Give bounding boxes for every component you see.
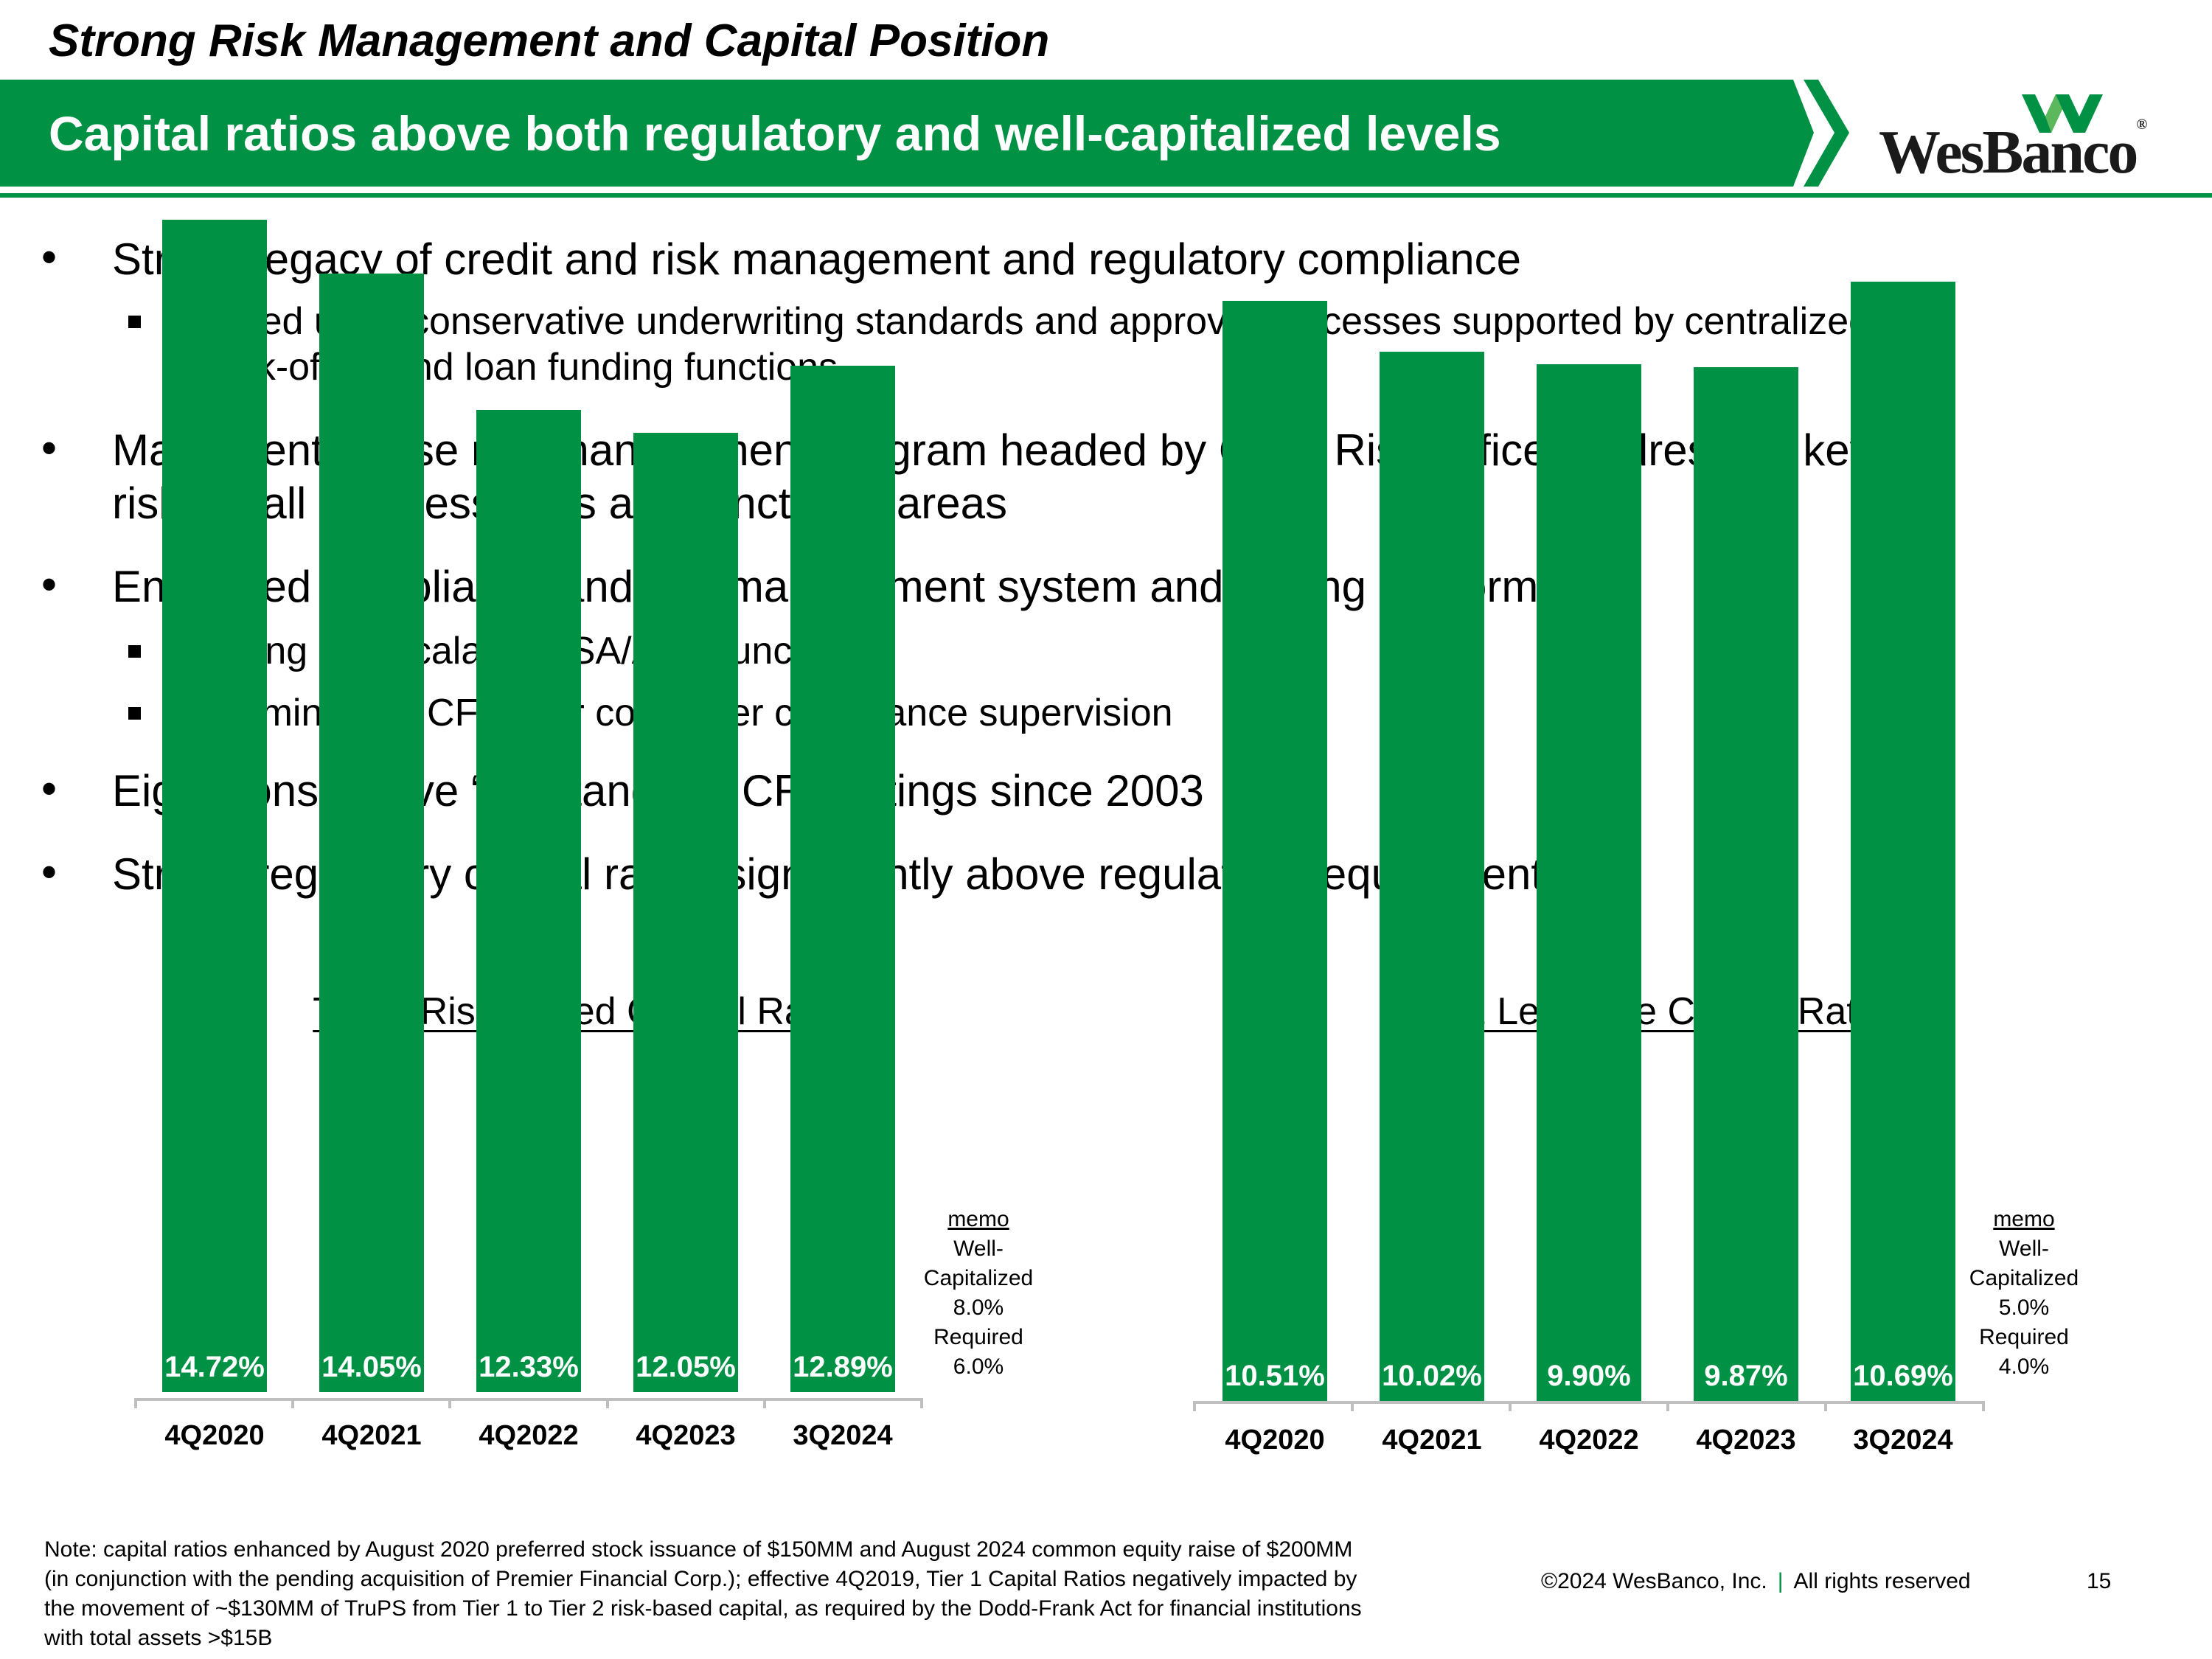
memo-line: Capitalized xyxy=(1969,1266,2079,1290)
memo-line: 5.0% xyxy=(1998,1295,2050,1320)
memo-line: Capitalized xyxy=(923,1266,1034,1290)
sub-bullet-text: back-office and loan funding functions xyxy=(195,346,838,389)
x-axis-tick xyxy=(448,1398,451,1408)
bar xyxy=(1380,352,1484,1401)
bar xyxy=(1222,301,1327,1401)
x-tick-label: 3Q2024 xyxy=(1853,1425,1953,1455)
footnote-line: the movement of ~$130MM of TruPS from Ti… xyxy=(44,1596,1362,1621)
bar xyxy=(790,366,895,1392)
memo-box: memo Well- Capitalized 5.0% Required 4.0% xyxy=(1950,1205,2098,1382)
wesbanco-logo: WesBanco® xyxy=(1879,116,2147,188)
x-axis-tick xyxy=(291,1398,294,1408)
bullet-dot-icon: • xyxy=(41,232,58,282)
memo-line: Required xyxy=(933,1325,1023,1349)
bar xyxy=(1694,367,1798,1401)
memo-line: Well- xyxy=(1999,1237,2049,1261)
copyright-footer: ©2024 WesBanco, Inc. | All rights reserved xyxy=(1541,1569,1971,1594)
x-axis-tick xyxy=(1351,1401,1354,1411)
memo-line: 8.0% xyxy=(953,1295,1004,1320)
banner-title: Capital ratios above both regulatory and… xyxy=(49,106,1501,161)
x-tick-label: 4Q2020 xyxy=(1225,1425,1325,1455)
bullet-dot-icon: • xyxy=(41,423,58,473)
logo-text: WesBanco xyxy=(1879,118,2138,187)
square-bullet-icon xyxy=(128,316,141,328)
bar-value-label: 12.89% xyxy=(793,1351,893,1383)
x-axis-tick xyxy=(1982,1401,1985,1411)
x-axis-tick xyxy=(1666,1401,1669,1411)
sub-bullet-text: Based upon conservative underwriting sta… xyxy=(195,300,1871,343)
x-axis-tick xyxy=(1824,1401,1827,1411)
x-tick-label: 4Q2022 xyxy=(1539,1425,1639,1455)
bar xyxy=(1537,364,1641,1401)
bar-value-label: 10.69% xyxy=(1853,1360,1953,1392)
x-axis-tick xyxy=(606,1398,609,1408)
bar xyxy=(476,410,581,1392)
bar-value-label: 9.90% xyxy=(1547,1360,1631,1392)
memo-line: 4.0% xyxy=(1998,1354,2050,1379)
bullet-dot-icon: • xyxy=(41,560,58,609)
wesbanco-logo-icon xyxy=(2022,94,2103,133)
x-tick-label: 4Q2021 xyxy=(1382,1425,1482,1455)
footnote-line: Note: capital ratios enhanced by August … xyxy=(44,1537,1353,1562)
x-axis-tick xyxy=(1193,1401,1196,1411)
copyright: ©2024 WesBanco, Inc. xyxy=(1541,1569,1767,1593)
rights-reserved: All rights reserved xyxy=(1793,1569,1971,1593)
x-axis xyxy=(1194,1401,1983,1404)
x-tick-label: 4Q2020 xyxy=(164,1420,265,1451)
x-axis xyxy=(136,1398,922,1401)
bar-value-label: 14.72% xyxy=(164,1351,265,1383)
logo-registered-mark: ® xyxy=(2136,116,2148,133)
memo-line: Required xyxy=(1979,1325,2069,1349)
x-axis-tick xyxy=(134,1398,137,1408)
page-number: 15 xyxy=(2087,1569,2112,1593)
bar-value-label: 10.51% xyxy=(1225,1360,1325,1392)
x-axis-tick xyxy=(1509,1401,1512,1411)
square-bullet-icon xyxy=(128,645,141,658)
x-tick-label: 4Q2022 xyxy=(479,1420,579,1451)
bar-value-label: 14.05% xyxy=(321,1351,422,1383)
x-axis-tick xyxy=(763,1398,766,1408)
memo-title: memo xyxy=(947,1207,1009,1231)
footnote-line: with total assets >$15B xyxy=(44,1626,273,1650)
bullet-dot-icon: • xyxy=(41,847,58,897)
bar xyxy=(633,433,738,1392)
header-divider xyxy=(0,193,2212,198)
memo-line: Well- xyxy=(953,1237,1004,1261)
memo-title: memo xyxy=(1993,1207,2055,1231)
x-axis-tick xyxy=(920,1398,923,1408)
bar xyxy=(1851,282,1955,1401)
bullet-dot-icon: • xyxy=(41,764,58,813)
bar-value-label: 12.05% xyxy=(636,1351,736,1383)
memo-line: 6.0% xyxy=(953,1354,1004,1379)
footnote-line: (in conjunction with the pending acquisi… xyxy=(44,1567,1357,1591)
bar xyxy=(319,274,424,1392)
bar-value-label: 12.33% xyxy=(479,1351,579,1383)
x-tick-label: 4Q2023 xyxy=(1696,1425,1796,1455)
footnote: Note: capital ratios enhanced by August … xyxy=(44,1535,1534,1653)
x-tick-label: 4Q2023 xyxy=(636,1420,736,1451)
page-title: Strong Risk Management and Capital Posit… xyxy=(49,15,1050,66)
bar-value-label: 9.87% xyxy=(1704,1360,1788,1392)
x-tick-label: 3Q2024 xyxy=(793,1420,893,1451)
x-tick-label: 4Q2021 xyxy=(321,1420,422,1451)
bar-value-label: 10.02% xyxy=(1382,1360,1482,1392)
square-bullet-icon xyxy=(128,707,141,720)
title-banner xyxy=(0,80,1814,187)
bar xyxy=(162,220,267,1392)
footer-separator: | xyxy=(1777,1569,1784,1593)
memo-box: memo Well- Capitalized 8.0% Required 6.0% xyxy=(905,1205,1052,1382)
